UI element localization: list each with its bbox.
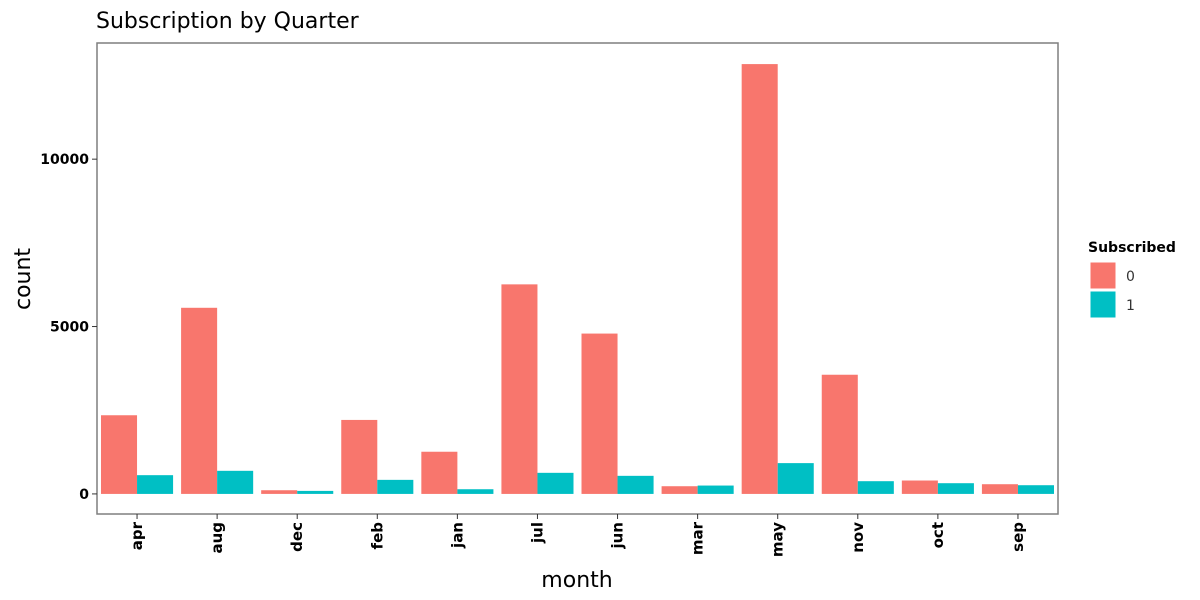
bar-sep-series-0 [981, 484, 1018, 494]
legend-key-1 [1089, 290, 1117, 319]
chart-title: Subscription by Quarter [96, 9, 360, 34]
x-tick-label: nov [849, 522, 867, 553]
bar-mar-series-0 [661, 486, 698, 494]
bar-sep-series-1 [1017, 485, 1054, 494]
x-tick-label: sep [1009, 522, 1027, 552]
bar-may-series-1 [777, 463, 814, 494]
x-tick-label: may [769, 522, 787, 557]
bar-aug-series-0 [181, 307, 218, 494]
x-tick-label: mar [689, 521, 707, 555]
bar-apr-series-0 [101, 415, 138, 494]
bar-feb-series-0 [341, 419, 378, 494]
bar-jan-series-1 [457, 489, 494, 494]
bar-oct-series-0 [901, 480, 938, 494]
bar-dec-series-0 [261, 490, 298, 494]
bar-jul-series-0 [501, 284, 538, 494]
y-tick-label: 5000 [50, 320, 89, 336]
bar-nov-series-0 [821, 374, 858, 494]
x-tick-label: jul [528, 522, 546, 544]
bar-dec-series-1 [297, 490, 334, 494]
legend-label-0: 0 [1126, 269, 1135, 285]
bar-mar-series-1 [697, 485, 734, 494]
bar-oct-series-1 [937, 483, 974, 494]
x-tick-label: aug [208, 522, 226, 554]
legend: Subscribed 0 1 [1088, 240, 1176, 319]
x-tick-label: dec [288, 522, 306, 552]
bar-apr-series-1 [137, 475, 174, 494]
y-tick-label: 10000 [40, 152, 89, 168]
bar-jun-series-0 [581, 333, 618, 494]
legend-title: Subscribed [1088, 240, 1176, 256]
bars-group [101, 64, 1054, 494]
bar-may-series-0 [741, 64, 778, 494]
bar-nov-series-1 [857, 481, 894, 494]
x-tick-label: oct [929, 522, 947, 548]
plot-panel [96, 42, 1059, 515]
x-tick-label: jun [609, 522, 627, 550]
bar-aug-series-1 [217, 470, 254, 494]
x-tick-label: feb [368, 522, 386, 550]
x-tick-label: apr [128, 521, 146, 550]
y-axis: 0 5000 10000 [40, 152, 97, 503]
bar-jan-series-0 [421, 451, 458, 494]
bar-jul-series-1 [537, 472, 574, 494]
x-axis: apr aug dec feb jan jul jun mar may nov oct sep [128, 514, 1027, 557]
legend-label-1: 1 [1126, 298, 1135, 314]
legend-key-0 [1089, 261, 1117, 290]
y-axis-title: count [11, 248, 36, 310]
y-tick-label: 0 [79, 487, 89, 503]
bar-feb-series-1 [377, 479, 414, 494]
x-tick-label: jan [448, 522, 466, 549]
x-axis-title: month [541, 568, 612, 593]
bar-jun-series-1 [617, 475, 654, 494]
